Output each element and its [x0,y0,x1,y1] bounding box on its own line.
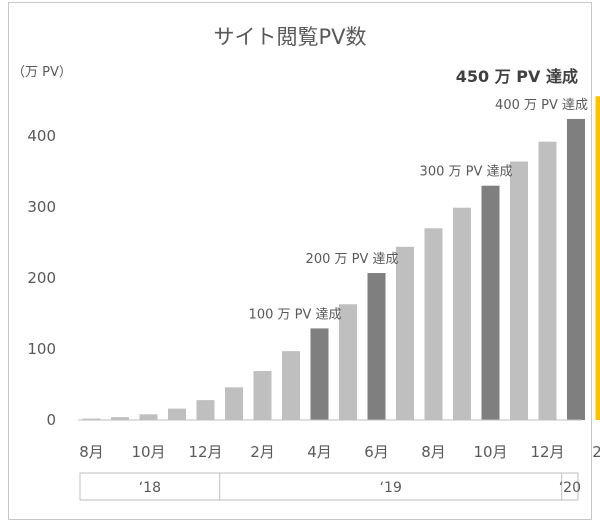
year-label: ‘18 [139,480,161,496]
bar [567,118,585,421]
y-tick-label: 300 [27,198,56,216]
bar [310,328,329,420]
year-band: ‘18 ‘19 ‘20 [79,472,581,501]
milestone-annotations: 100 万 PV 達成 200 万 PV 達成 300 万 PV 達成 400 万 P… [249,67,588,322]
bar [168,408,186,420]
x-tick-label: 2月 [250,443,275,461]
bars-group [82,96,600,421]
y-tick-label: 0 [46,411,56,429]
x-tick-label: 12月 [530,443,564,461]
bar [139,414,158,420]
bar [196,400,215,420]
milestone-annotation: 200 万 PV 達成 [306,252,399,267]
year-label: ‘19 [380,480,402,496]
y-axis-unit-label: （万 PV） [12,65,72,80]
x-tick-label: 12月 [188,443,222,461]
y-tick-label: 400 [27,127,56,145]
milestone-annotation: 300 万 PV 達成 [420,165,513,180]
year-label: ‘20 [559,480,581,496]
bar [595,96,600,421]
bar [282,351,300,420]
bar [225,387,243,420]
x-tick-label: 2月 [592,443,600,461]
bar [111,417,129,420]
x-tick-label: 6月 [364,443,389,461]
milestone-annotation: 100 万 PV 達成 [249,307,342,322]
bar [339,304,357,420]
bar [538,141,557,420]
bar [396,246,414,420]
x-tick-label: 4月 [307,443,332,461]
bar [510,161,528,420]
x-tick-label: 8月 [79,443,104,461]
bar [367,273,386,420]
chart-title: サイト閲覧PV数 [213,25,366,49]
milestone-annotation: 450 万 PV 達成 [456,67,578,86]
year-band-frame [79,472,579,501]
y-tick-label: 200 [27,269,56,287]
y-axis-ticks: 0 100 200 300 400 [27,127,56,429]
x-tick-label: 10月 [473,443,507,461]
bar [82,418,101,420]
x-axis-ticks: 8月 10月 12月 2月 4月 6月 8月 10月 12月 2月 [79,443,600,461]
x-tick-label: 8月 [421,443,446,461]
bar [253,371,272,420]
y-tick-label: 100 [27,340,56,358]
milestone-annotation: 400 万 PV 達成 [495,98,588,113]
bar [481,185,500,420]
chart-frame [8,2,592,520]
bar [424,228,443,420]
x-tick-label: 10月 [131,443,165,461]
bar [453,207,471,420]
